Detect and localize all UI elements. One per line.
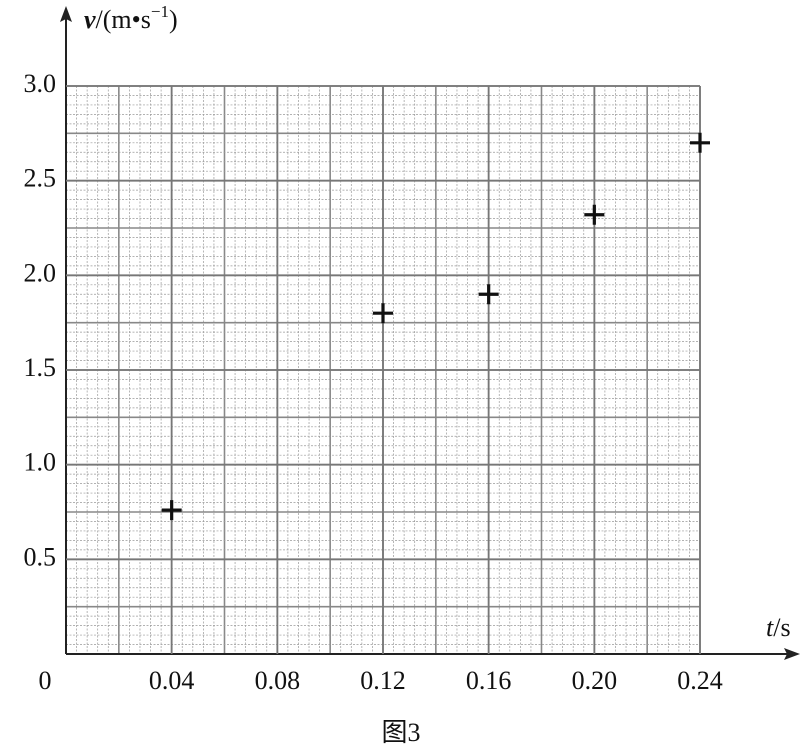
caption: 图3 <box>381 718 420 747</box>
x-tick-label: 0 <box>39 666 52 695</box>
y-axis-label: v/(m•s−1) <box>84 2 178 34</box>
y-tick-label: 1.5 <box>24 353 57 382</box>
y-tick-label: 2.0 <box>24 258 57 287</box>
point <box>161 500 182 521</box>
y-unit: /(m•s <box>96 5 151 34</box>
x-symbol: t <box>766 613 774 642</box>
x-axis-label: t/s <box>766 613 791 642</box>
y-close: ) <box>169 5 178 34</box>
y-tick-label: 1.0 <box>24 448 57 477</box>
y-tick-label: 2.5 <box>24 164 57 193</box>
y-arrow <box>60 6 72 22</box>
x-tick-label: 0.16 <box>466 666 512 695</box>
x-tick-label: 0.20 <box>572 666 618 695</box>
x-arrow <box>784 648 800 660</box>
y-tick-label: 0.5 <box>24 542 57 571</box>
y-tick-label: 3.0 <box>24 69 57 98</box>
point <box>690 132 710 153</box>
x-tick-label: 0.08 <box>255 666 301 695</box>
y-symbol: v <box>84 5 96 34</box>
x-unit: /s <box>773 613 790 642</box>
x-tick-label: 0.04 <box>149 666 195 695</box>
y-exponent: −1 <box>151 2 169 21</box>
point <box>584 204 605 225</box>
point <box>478 284 499 305</box>
x-tick-label: 0.12 <box>360 666 406 695</box>
x-tick-label: 0.24 <box>677 666 723 695</box>
point <box>373 303 393 324</box>
